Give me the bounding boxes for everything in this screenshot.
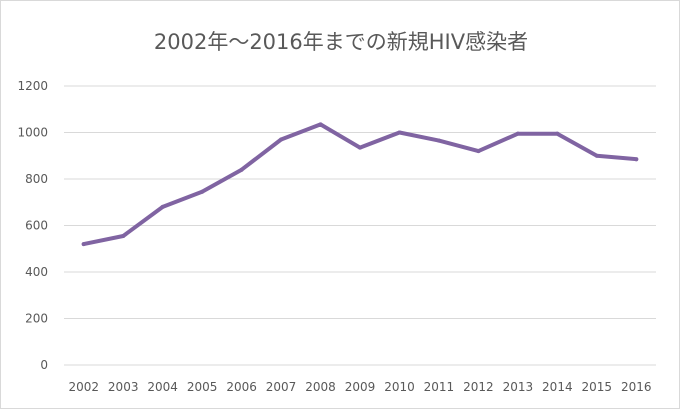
data-point [397,130,402,135]
x-tick-label: 2007 [266,380,297,394]
y-tick-label: 400 [25,265,48,279]
x-tick-label: 2016 [621,380,652,394]
y-tick-label: 200 [25,312,48,326]
data-point [318,122,323,127]
y-tick-label: 1200 [17,79,48,93]
series-lines [81,122,639,247]
x-tick-label: 2013 [503,380,534,394]
data-point [358,145,362,150]
x-tick-label: 2004 [147,380,178,394]
x-axis-tick-labels: 2002 2003 2004 2005 2006 2007 2008 2009 2010 2011… [68,380,651,394]
data-point [239,167,244,172]
x-tick-label: 2012 [463,380,494,394]
data-point [81,242,86,247]
y-axis-tick-labels: 0 200 400 600 800 1000 1200 [17,79,48,372]
x-tick-label: 2005 [187,380,218,394]
data-point [436,138,441,143]
data-point [515,131,520,136]
x-tick-label: 2006 [226,380,257,394]
x-tick-label: 2003 [108,380,139,394]
y-tick-label: 0 [40,358,48,372]
data-point [200,189,205,194]
data-point [279,137,284,142]
chart-title: 2002年～2016年までの新規HIV感染者 [154,30,528,54]
gridlines [64,85,656,366]
x-tick-label: 2014 [542,380,573,394]
series-line-0 [81,122,639,247]
data-point [594,153,599,158]
data-point [555,131,560,136]
x-tick-label: 2002 [68,380,99,394]
y-tick-label: 800 [25,172,48,186]
data-point [634,157,639,162]
data-point [160,204,165,209]
x-tick-label: 2009 [345,380,376,394]
data-point [121,233,126,238]
data-point [476,149,481,154]
y-tick-label: 1000 [17,126,48,140]
x-tick-label: 2011 [424,380,455,394]
x-tick-label: 2010 [384,380,415,394]
x-tick-label: 2015 [582,380,613,394]
y-tick-label: 600 [25,219,48,233]
x-tick-label: 2008 [305,380,336,394]
